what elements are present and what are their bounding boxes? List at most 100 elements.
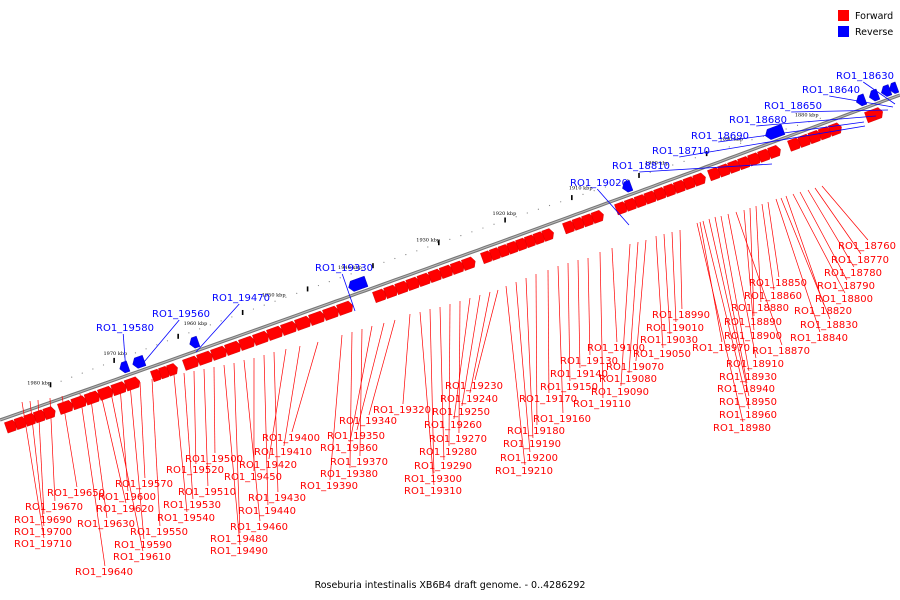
reverse-gene-label: RO1_18640 <box>802 85 860 96</box>
forward-gene-label: RO1_19420 <box>239 460 297 471</box>
scale-major-tick <box>571 195 573 201</box>
forward-gene-label: RO1_19430 <box>248 493 306 504</box>
forward-leader-line <box>708 218 750 397</box>
forward-gene-block <box>427 268 443 283</box>
forward-gene-label: RO1_19080 <box>599 374 657 385</box>
forward-gene-block <box>864 107 883 124</box>
tick-label: 1970 kbp <box>104 351 128 357</box>
scale-minor-tick <box>593 190 595 192</box>
backbone-highlight <box>0 94 900 421</box>
forward-gene-label: RO1_19180 <box>507 426 565 437</box>
forward-leader-line <box>402 313 411 405</box>
forward-gene-label: RO1_19150 <box>540 382 598 393</box>
scale-minor-tick <box>102 364 105 366</box>
forward-gene-label: RO1_19320 <box>373 405 431 416</box>
scale-minor-tick <box>449 238 451 241</box>
forward-leader-line <box>785 195 825 306</box>
forward-leader-line <box>696 222 744 423</box>
forward-leader-line <box>749 207 755 317</box>
scale-minor-tick <box>199 328 201 330</box>
forward-leader-line <box>663 233 671 335</box>
tick-label: 1980 kbp <box>27 381 51 387</box>
forward-leader-line <box>29 400 45 527</box>
forward-leader-line <box>755 205 762 303</box>
forward-leader-line <box>273 351 279 493</box>
forward-leader-line <box>109 387 144 552</box>
tick-label: 1880 kbp <box>795 113 819 119</box>
forward-gene-label: RO1_19110 <box>573 399 631 410</box>
forward-leader-line <box>37 399 45 515</box>
forward-leader-line <box>547 269 550 394</box>
scale-minor-tick <box>405 254 407 256</box>
scale-minor-tick <box>694 157 696 159</box>
forward-gene-label: RO1_19710 <box>14 539 72 550</box>
forward-leader-line <box>439 306 445 461</box>
scale-minor-tick <box>263 304 265 306</box>
scale-minor-tick <box>81 372 83 374</box>
scale-minor-tick <box>604 186 606 188</box>
forward-leader-line <box>61 395 78 488</box>
reverse-gene-block <box>622 179 634 193</box>
legend-swatch-reverse <box>838 26 849 37</box>
forward-leader-line <box>635 239 647 362</box>
forward-leader-line <box>792 193 846 294</box>
scale-major-tick <box>438 240 440 246</box>
scale-minor-tick <box>350 273 352 275</box>
forward-leader-line <box>368 319 396 416</box>
scale-minor-tick <box>145 348 147 350</box>
reverse-leader-line <box>862 81 896 105</box>
scale-minor-tick <box>537 208 540 210</box>
forward-gene-block <box>767 145 781 160</box>
forward-gene-label: RO1_19460 <box>230 522 288 533</box>
reverse-leader-line <box>829 95 894 108</box>
scale-minor-tick <box>526 212 528 214</box>
forward-gene-label: RO1_19300 <box>404 474 462 485</box>
scale-minor-tick <box>361 269 363 271</box>
forward-gene-block <box>196 350 213 366</box>
forward-gene-label: RO1_19340 <box>339 416 397 427</box>
forward-gene-label: RO1_19360 <box>320 443 378 454</box>
forward-gene-label: RO1_19370 <box>330 457 388 468</box>
forward-leader-line <box>567 262 571 382</box>
scale-major-tick <box>638 172 640 178</box>
reverse-gene-label: RO1_19020 <box>570 178 628 189</box>
reverse-gene-label: RO1_18680 <box>729 115 787 126</box>
forward-leader-line <box>263 354 269 506</box>
reverse-gene-label: RO1_19560 <box>152 309 210 320</box>
scale-minor-tick <box>515 216 517 218</box>
tick-label: 1960 kbp <box>184 321 208 327</box>
forward-leader-line <box>213 366 216 454</box>
forward-gene-label: RO1_18830 <box>800 320 858 331</box>
forward-leader-line <box>79 393 106 567</box>
forward-leader-line <box>727 213 757 359</box>
forward-gene-label: RO1_19520 <box>166 465 224 476</box>
forward-leader-line <box>329 334 343 481</box>
forward-gene-label: RO1_19190 <box>503 439 561 450</box>
reverse-gene-block <box>869 88 881 102</box>
forward-gene-block <box>57 399 74 415</box>
forward-gene-label: RO1_19030 <box>640 335 698 346</box>
scale-minor-tick <box>209 324 211 326</box>
forward-leader-line <box>223 364 241 546</box>
forward-gene-block <box>224 340 241 356</box>
scale-minor-tick <box>317 284 320 287</box>
scale-minor-tick <box>471 231 473 233</box>
forward-gene-block <box>460 256 476 271</box>
reverse-leader-line <box>679 125 866 158</box>
reverse-gene-block <box>119 360 131 374</box>
forward-gene-label: RO1_18840 <box>790 333 848 344</box>
forward-gene-block <box>266 325 283 341</box>
reverse-gene-label: RO1_18650 <box>764 101 822 112</box>
scale-minor-tick <box>156 344 158 346</box>
forward-gene-label: RO1_18770 <box>831 255 889 266</box>
scale-minor-tick <box>560 201 562 203</box>
forward-gene-label: RO1_18980 <box>713 423 771 434</box>
reverse-gene-block <box>765 123 786 140</box>
scale-minor-tick <box>672 164 674 166</box>
scale-minor-tick <box>134 352 137 354</box>
forward-leader-line <box>474 289 499 381</box>
forward-gene-label: RO1_19400 <box>262 433 320 444</box>
reverse-leader-line <box>639 163 773 173</box>
forward-gene-label: RO1_19170 <box>519 394 577 405</box>
scale-minor-tick <box>683 160 685 162</box>
